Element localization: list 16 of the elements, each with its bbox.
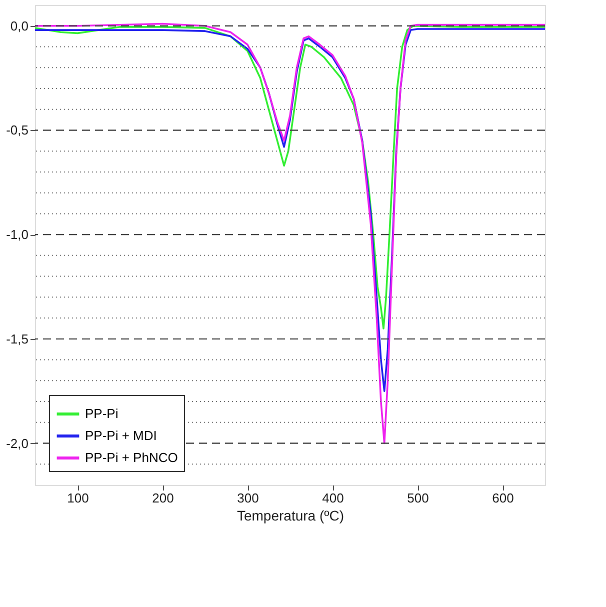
y-tick-label: -1,0 <box>6 227 28 242</box>
x-tick-label: 600 <box>492 490 514 506</box>
legend-label: PP-Pi + PhNCO <box>85 450 178 465</box>
y-tick-label: -0,5 <box>6 122 28 138</box>
x-tick-label: 400 <box>322 490 344 506</box>
x-axis-title: Temperatura (ºC) <box>236 508 344 524</box>
legend-label: PP-Pi + MDI <box>85 428 157 443</box>
y-tick-label: -2,0 <box>6 436 28 451</box>
legend-label: PP-Pi <box>85 406 118 421</box>
y-tick-label: -1,5 <box>6 331 28 346</box>
x-tick-label: 200 <box>152 490 174 506</box>
x-tick-label: 100 <box>67 490 89 506</box>
x-tick-label: 300 <box>237 490 259 506</box>
line-series <box>35 24 545 330</box>
y-tick-label: 0,0 <box>10 18 28 34</box>
x-tick-label: 500 <box>407 490 429 506</box>
